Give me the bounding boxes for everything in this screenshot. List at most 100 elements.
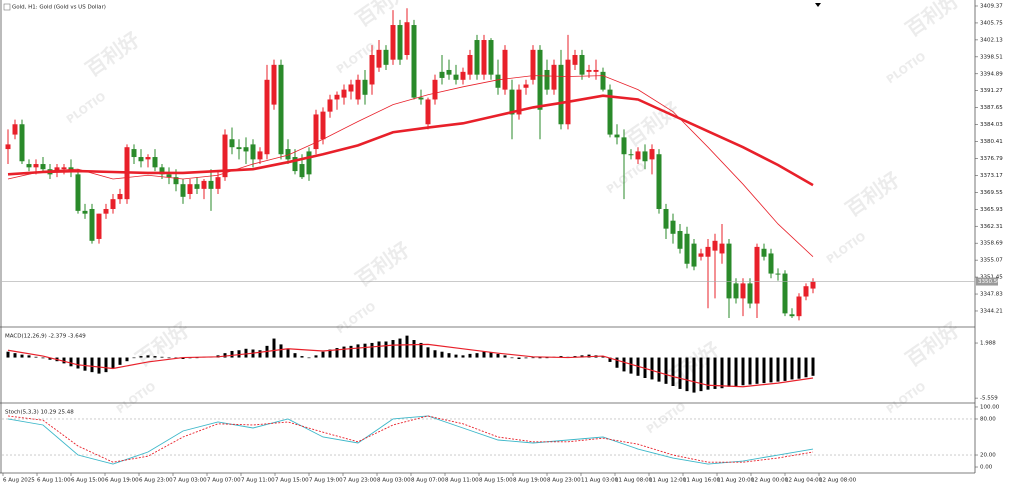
- candle-body: [243, 147, 249, 152]
- macd-bar: [132, 357, 136, 359]
- y-tick-label: 3387.65: [980, 105, 1003, 111]
- candle-body: [215, 177, 221, 189]
- macd-bar: [370, 342, 374, 358]
- x-tick-label: 11 Aug 16:00: [683, 478, 721, 484]
- x-tick-label: 12 Aug 04:00: [785, 478, 823, 484]
- macd-bar: [321, 351, 325, 358]
- macd-bar: [181, 357, 185, 360]
- y-tick-label: -5.559: [980, 396, 998, 402]
- candle-body: [341, 89, 347, 98]
- y-tick-label: 3347.83: [980, 292, 1003, 298]
- x-tick-label: 11 Aug 08:00: [615, 478, 653, 484]
- x-tick-label: 6 Aug 19:00: [105, 478, 139, 484]
- macd-bar: [447, 353, 451, 358]
- macd-bar: [545, 357, 549, 359]
- macd-bar: [678, 357, 682, 389]
- candle-body: [467, 54, 473, 75]
- candle-body: [117, 194, 123, 200]
- candle-body: [460, 71, 466, 80]
- moving-average: [7, 94, 814, 187]
- candle-body: [376, 49, 382, 68]
- panel-title: Gold, H1: Gold (Gold vs US Dollar): [12, 5, 106, 11]
- x-tick-label: 12 Aug 00:00: [751, 478, 789, 484]
- x-tick-label: 7 Aug 07:00: [207, 478, 241, 484]
- candle-body: [719, 243, 725, 254]
- candle-body: [89, 208, 95, 241]
- macd-bar: [237, 350, 241, 358]
- macd-bar: [111, 357, 115, 369]
- candle-body: [40, 164, 46, 170]
- macd-bar: [412, 340, 416, 358]
- candle-body: [397, 25, 403, 60]
- candle-body: [614, 134, 620, 138]
- macd-bar: [76, 357, 80, 369]
- candle-body: [684, 233, 690, 264]
- macd-bar: [496, 353, 500, 358]
- shift-marker: [815, 3, 821, 7]
- y-tick-label: 1.988: [980, 341, 996, 347]
- candle-body: [502, 49, 508, 90]
- y-tick-label: 3365.93: [980, 207, 1003, 213]
- candle-body: [796, 296, 802, 317]
- macd-bar: [706, 357, 710, 390]
- macd-bar: [657, 357, 661, 382]
- candle-body: [278, 64, 284, 155]
- macd-bar: [468, 353, 472, 358]
- candle-body: [257, 151, 263, 160]
- candle-body: [285, 149, 291, 160]
- candle-body: [544, 69, 550, 90]
- x-tick-label: 8 Aug 07:00: [411, 478, 445, 484]
- y-tick-label: 100.00: [980, 404, 1000, 410]
- macd-bar: [125, 357, 129, 362]
- candle-body: [628, 154, 634, 156]
- macd-bar: [510, 357, 514, 359]
- candle-body: [320, 111, 326, 140]
- macd-bar: [475, 353, 479, 358]
- macd-bar: [762, 357, 766, 384]
- x-tick-label: 8 Aug 03:00: [377, 478, 411, 484]
- candle-body: [516, 89, 522, 115]
- candle-body: [810, 281, 816, 289]
- candle-body: [453, 74, 459, 80]
- macd-bar: [300, 356, 304, 358]
- candle-body: [558, 64, 564, 125]
- macd-bar: [314, 355, 318, 358]
- candle-body: [474, 40, 480, 75]
- candle-body: [607, 89, 613, 135]
- macd-bar: [6, 351, 10, 358]
- x-tick-label: 11 Aug 03:00: [581, 478, 619, 484]
- y-tick-label: 3362.31: [980, 224, 1003, 230]
- macd-bar: [328, 349, 332, 358]
- y-tick-label: 20.00: [980, 453, 996, 459]
- candle-body: [82, 210, 88, 214]
- stoch-signal: [7, 415, 814, 463]
- macd-bar: [118, 357, 122, 365]
- candle-body: [236, 147, 242, 150]
- candle-body: [166, 174, 172, 178]
- candle-body: [446, 69, 452, 75]
- macd-bar: [41, 357, 45, 359]
- macd-bar: [377, 341, 381, 358]
- macd-bar: [398, 338, 402, 358]
- candle-body: [705, 246, 711, 257]
- macd-bar: [349, 345, 353, 358]
- macd-bar: [482, 351, 486, 358]
- current-price-tag: [976, 277, 998, 286]
- macd-bar: [797, 357, 801, 379]
- candle-body: [299, 164, 305, 178]
- y-tick-label: 3394.89: [980, 71, 1003, 77]
- macd-bar: [139, 356, 143, 358]
- macd-bar: [741, 357, 745, 386]
- candle-body: [390, 25, 396, 60]
- candle-body: [75, 174, 81, 211]
- y-tick-label: 80.00: [980, 416, 996, 422]
- macd-bar: [342, 346, 346, 358]
- macd-bar: [783, 357, 787, 381]
- x-tick-label: 8 Aug 15:00: [479, 478, 513, 484]
- macd-bar: [307, 357, 311, 359]
- candle-body: [642, 151, 648, 162]
- macd-bar: [608, 357, 612, 362]
- macd-bar: [34, 356, 38, 358]
- x-tick-label: 6 Aug 11:00: [37, 478, 71, 484]
